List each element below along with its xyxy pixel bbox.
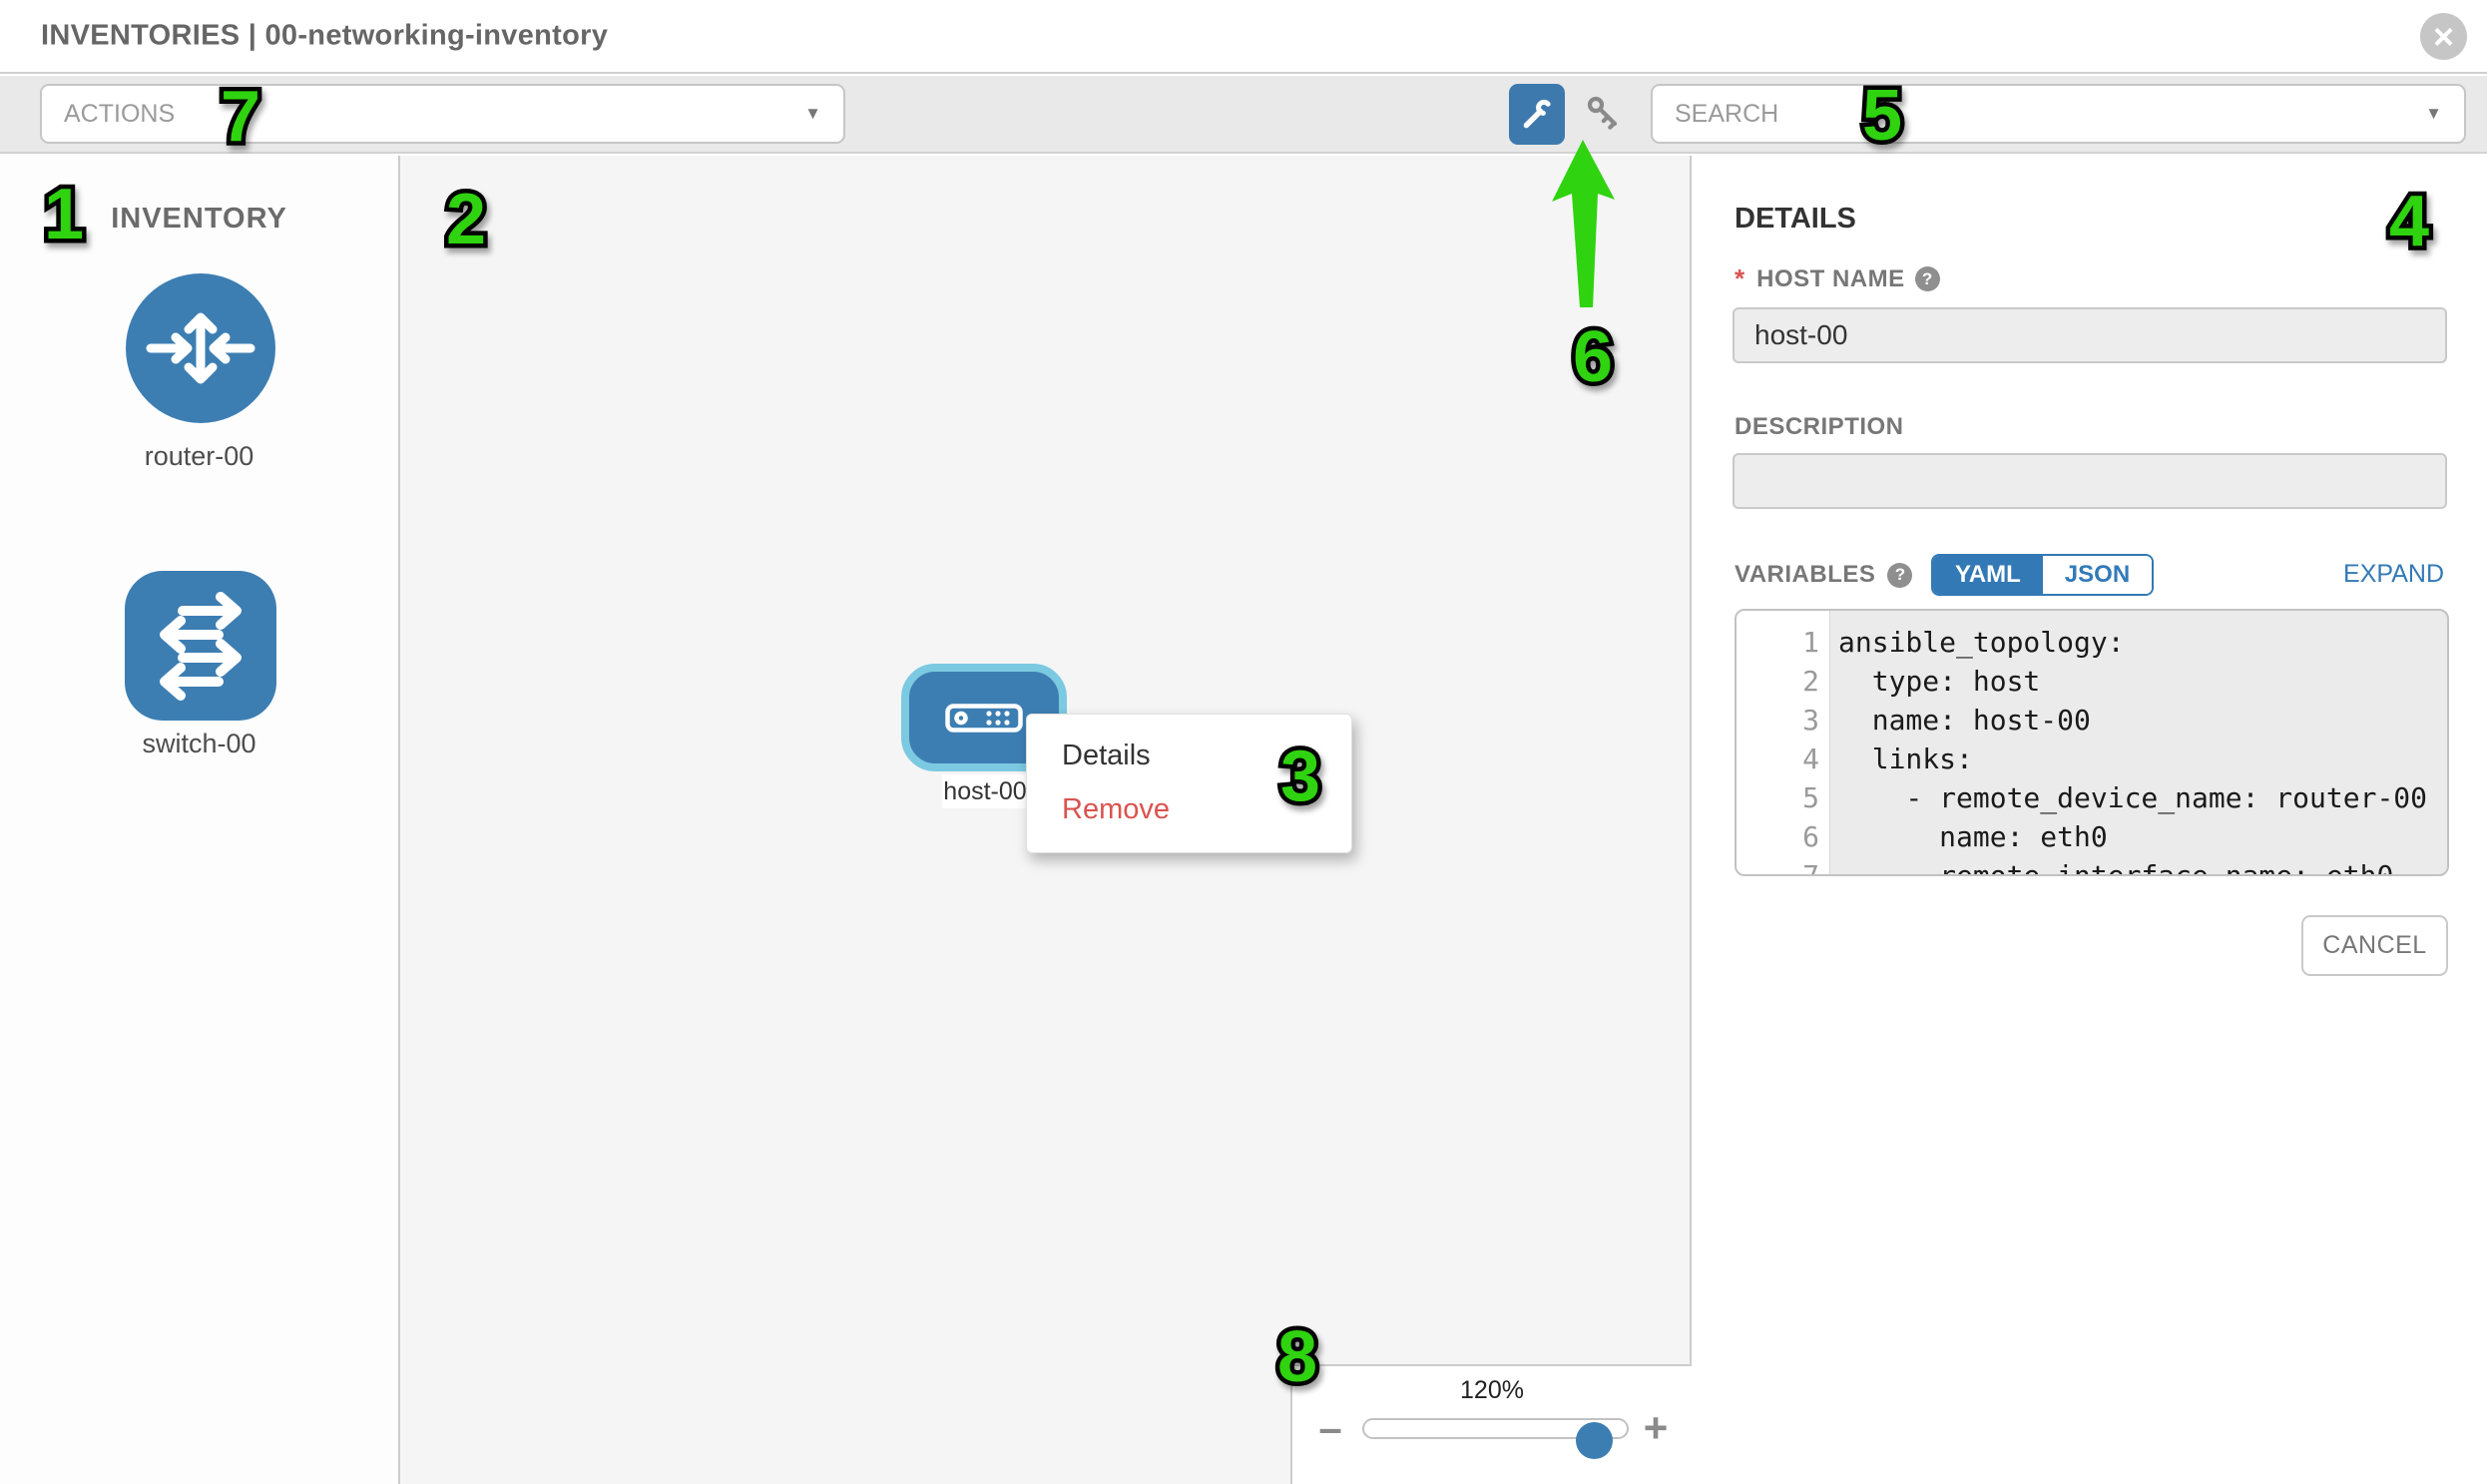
chevron-down-icon: ▼	[2425, 104, 2442, 123]
details-panel: DETAILS * HOST NAME ? DESCRIPTION VARIAB…	[1692, 156, 2487, 1484]
line-number: 7	[1802, 859, 1819, 876]
expand-link[interactable]: EXPAND	[2343, 560, 2444, 588]
wrench-icon	[1515, 93, 1559, 137]
details-heading: DETAILS	[1735, 203, 1856, 235]
actions-dropdown-label: ACTIONS	[64, 99, 176, 128]
palette-item-switch[interactable]: switch-00	[125, 571, 276, 758]
description-label: DESCRIPTION	[1735, 413, 1904, 440]
inventory-panel: INVENTORY router-00	[0, 156, 400, 1484]
search-dropdown-label: SEARCH	[1675, 99, 1779, 128]
help-icon[interactable]: ?	[1887, 562, 1913, 588]
zoom-out-button[interactable]: –	[1310, 1407, 1350, 1449]
zoom-in-button[interactable]: +	[1636, 1407, 1676, 1449]
line-number: 4	[1802, 742, 1819, 775]
hostname-label: HOST NAME	[1756, 264, 1905, 292]
palette-item-label: router-00	[144, 441, 254, 471]
search-dropdown[interactable]: SEARCH ▼	[1651, 84, 2466, 144]
page-title: INVENTORIES | 00-networking-inventory	[41, 19, 609, 52]
code-line: links:	[1838, 742, 1973, 775]
help-icon[interactable]: ?	[1914, 266, 1940, 291]
router-icon	[126, 273, 275, 423]
palette-item-label: switch-00	[142, 729, 256, 758]
code-line: remote_interface_name: eth0	[1838, 859, 2394, 876]
code-editor-gutter: 1 2 3 4 5 6 7	[1737, 611, 1830, 874]
variables-code-editor[interactable]: 1 2 3 4 5 6 7 ansible_topology: type: ho…	[1735, 609, 2449, 876]
code-editor-content[interactable]: ansible_topology: type: host name: host-…	[1830, 611, 2447, 874]
cancel-button[interactable]: CANCEL	[2301, 915, 2448, 976]
context-menu-item-details[interactable]: Details	[1062, 740, 1151, 771]
line-number: 1	[1802, 626, 1819, 659]
zoom-slider-track[interactable]	[1362, 1418, 1629, 1459]
key-icon	[1585, 94, 1625, 134]
palette-item-router[interactable]: router-00	[126, 273, 275, 471]
code-line: ansible_topology:	[1838, 626, 2125, 659]
actions-dropdown[interactable]: ACTIONS ▼	[40, 84, 845, 144]
close-icon[interactable]: ×	[2420, 13, 2467, 60]
line-number: 3	[1802, 704, 1819, 737]
variables-format-toggle: YAML JSON	[1931, 554, 2155, 596]
zoom-widget: 120% – +	[1290, 1364, 1692, 1484]
key-credentials-button[interactable]	[1579, 88, 1631, 140]
line-number: 5	[1802, 781, 1819, 814]
context-menu-item-remove[interactable]: Remove	[1062, 793, 1170, 825]
switch-icon	[125, 571, 276, 721]
node-context-menu: Details Remove	[1026, 714, 1352, 853]
variables-label: VARIABLES	[1735, 561, 1876, 588]
code-line: name: host-00	[1838, 704, 2091, 737]
line-number: 6	[1802, 820, 1819, 853]
tools-button[interactable]	[1509, 84, 1565, 145]
description-input[interactable]	[1733, 453, 2447, 509]
required-asterisk: *	[1735, 263, 1745, 293]
zoom-level-value: 120%	[1460, 1376, 1524, 1404]
host-server-icon	[945, 703, 1023, 733]
code-line: type: host	[1838, 665, 2041, 698]
toolbar: ACTIONS ▼ SEARCH	[0, 76, 2487, 154]
chevron-down-icon: ▼	[804, 104, 821, 123]
code-line: - remote_device_name: router-00	[1838, 781, 2428, 814]
zoom-slider-thumb[interactable]	[1576, 1422, 1613, 1459]
app-header: INVENTORIES | 00-networking-inventory ×	[0, 0, 2487, 74]
line-number: 2	[1802, 665, 1819, 698]
hostname-input[interactable]	[1733, 307, 2447, 363]
host-node-label: host-00	[942, 774, 1028, 808]
topology-canvas[interactable]: host-00 Details Remove 120% – +	[400, 156, 1692, 1484]
toggle-json-button[interactable]: JSON	[2042, 556, 2153, 594]
toggle-yaml-button[interactable]: YAML	[1933, 556, 2043, 594]
code-line: name: eth0	[1838, 820, 2108, 853]
inventory-panel-heading: INVENTORY	[111, 203, 287, 235]
